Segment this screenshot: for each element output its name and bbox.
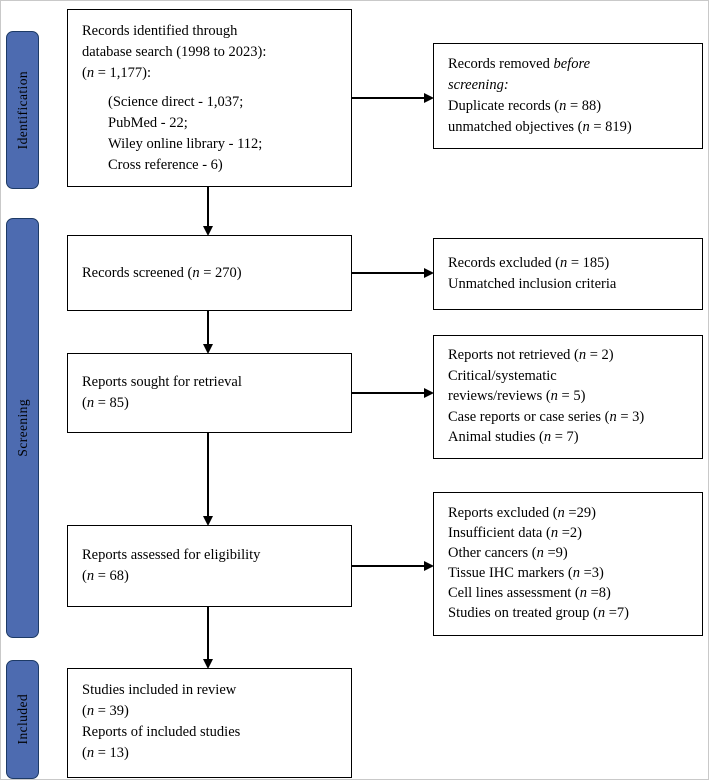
- stage-label-identification: Identification: [6, 31, 39, 189]
- arrow-sought-to-not-retrieved: [352, 392, 424, 394]
- records-excluded-box: Records excluded (n = 185) Unmatched incl…: [433, 238, 703, 310]
- records-removed-before-screening-text: Records removed before screening: Duplicat…: [448, 56, 632, 135]
- arrow-screened-to-sought: [207, 311, 209, 344]
- reports-excluded-text: Reports excluded (n =29) Insufficient dat…: [448, 505, 629, 621]
- arrow-assessed-to-reports-excluded: [352, 565, 424, 567]
- stage-label-screening: Screening: [6, 218, 39, 638]
- reports-assessed-box: Reports assessed for eligibility (n = 68): [67, 525, 352, 607]
- arrow-identified-to-removed: [352, 97, 424, 99]
- arrow-screened-to-excluded: [352, 272, 424, 274]
- reports-assessed-text: Reports assessed for eligibility (n = 68): [82, 547, 261, 584]
- stage-label-screening-text: Screening: [14, 399, 30, 457]
- reports-excluded-box: Reports excluded (n =29) Insufficient dat…: [433, 492, 703, 636]
- records-removed-before-screening-box: Records removed before screening: Duplicat…: [433, 43, 703, 149]
- reports-sought-text: Reports sought for retrieval (n = 85): [82, 374, 242, 411]
- records-identified-text: Records identified through database searc…: [82, 23, 267, 81]
- reports-not-retrieved-box: Reports not retrieved (n = 2) Critical/sy…: [433, 335, 703, 459]
- records-excluded-text: Records excluded (n = 185) Unmatched incl…: [448, 255, 617, 292]
- records-screened-box: Records screened (n = 270): [67, 235, 352, 311]
- reports-sought-box: Reports sought for retrieval (n = 85): [67, 353, 352, 433]
- stage-label-included-text: Included: [14, 694, 30, 745]
- studies-included-text: Studies included in review (n = 39) Report…: [82, 682, 241, 761]
- studies-included-box: Studies included in review (n = 39) Report…: [67, 668, 352, 778]
- arrow-assessed-to-included: [207, 607, 209, 659]
- arrow-sought-to-assessed: [207, 433, 209, 516]
- records-identified-sources: (Science direct - 1,037; PubMed - 22; Wile…: [108, 94, 263, 173]
- reports-not-retrieved-text: Reports not retrieved (n = 2) Critical/sy…: [448, 347, 645, 445]
- stage-label-included: Included: [6, 660, 39, 779]
- stage-label-identification-text: Identification: [14, 70, 30, 150]
- records-screened-text: Records screened (n = 270): [82, 264, 242, 281]
- records-identified-box: Records identified through database searc…: [67, 9, 352, 187]
- arrow-identified-to-screened: [207, 187, 209, 226]
